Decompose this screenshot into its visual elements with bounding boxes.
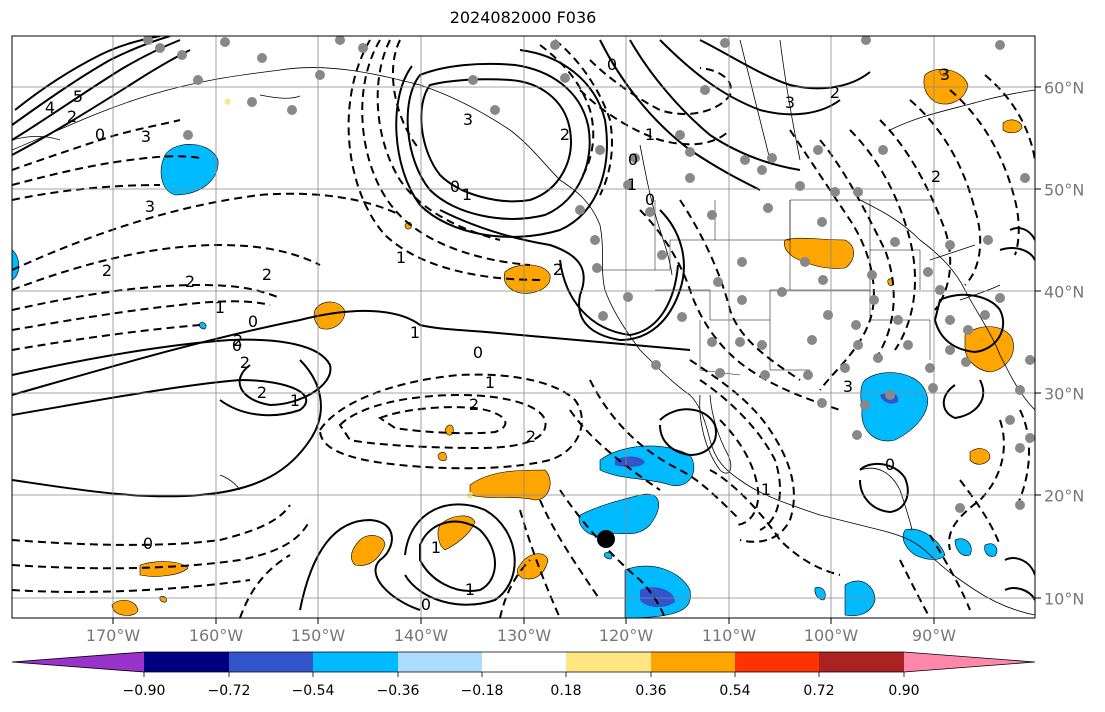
coastlines [12, 39, 1035, 616]
dashed-contours [12, 39, 1035, 618]
contour-label: 2 [102, 261, 112, 280]
colorbar-segment [735, 652, 820, 672]
colorbar-upper-extend [904, 652, 1035, 672]
contour-label: 2 [560, 125, 570, 144]
contour-label: 5 [73, 87, 83, 106]
contour-label: 2 [185, 272, 195, 291]
lat-label: 50°N [1044, 180, 1085, 200]
contour-label: 3 [843, 377, 853, 396]
lon-label: 150°W [290, 626, 346, 645]
negative-anomaly-regions [12, 144, 998, 618]
lat-label: 20°N [1044, 486, 1085, 506]
contour-label: 0 [607, 55, 617, 74]
contour-label: 0 [628, 150, 638, 169]
colorbar-tick-label: −0.36 [376, 683, 420, 699]
colorbar-segment [398, 652, 483, 672]
contour-label: 2 [830, 83, 840, 102]
contour-label: 2 [233, 331, 243, 350]
colorbar-tick-label: 0.36 [635, 683, 667, 699]
colorbar-tick-label: 0.72 [803, 683, 835, 699]
contour-label: 2 [526, 427, 536, 446]
colorbar-segment [651, 652, 736, 672]
colorbar-segment [566, 652, 651, 672]
lon-label: 130°W [496, 626, 552, 645]
lon-label: 170°W [85, 626, 141, 645]
colorbar-segment [819, 652, 904, 672]
colorbar-tick-label: −0.72 [207, 683, 251, 699]
contour-label: 2 [931, 167, 941, 186]
lon-label: 90°W [911, 626, 957, 645]
lon-label: 140°W [393, 626, 449, 645]
contour-label: 0 [95, 125, 105, 144]
lon-label: 110°W [701, 626, 757, 645]
contour-label: 1 [410, 323, 420, 342]
colorbar-tick-label: 0.54 [719, 683, 751, 699]
colorbar-segment [229, 652, 314, 672]
colorbar-segment [144, 652, 229, 672]
contour-label: 1 [645, 125, 655, 144]
contour-label: 3 [940, 65, 950, 84]
contour-label: 1 [431, 538, 441, 557]
contour-label: 1 [627, 175, 637, 194]
contour-label: 2 [553, 260, 563, 279]
axis-ticks [112, 86, 1041, 624]
contour-labels: 5 4 2 0 3 3 2 2 1 0 2 2 1 1 2 2 0 0 1 2 … [45, 55, 950, 614]
contour-label: 2 [262, 265, 272, 284]
colorbar-tick-label: 0.90 [888, 683, 920, 699]
contour-label: 0 [143, 534, 153, 553]
contour-label: 0 [248, 312, 258, 331]
contour-label: 2 [257, 383, 267, 402]
lat-label: 30°N [1044, 384, 1085, 404]
colorbar-lower-extend [12, 652, 144, 672]
positive-anomaly-regions [111, 68, 1023, 616]
contour-label: 0 [885, 455, 895, 474]
contour-label: 1 [485, 373, 495, 392]
location-marker [597, 530, 615, 548]
contour-label: 1 [215, 298, 225, 317]
contour-label: 3 [463, 110, 473, 129]
colorbar-tick-label: 0.18 [550, 683, 582, 699]
contour-label: 1 [462, 185, 472, 204]
graticule [12, 36, 1035, 618]
contour-label: 2 [67, 107, 77, 126]
contour-label: 1 [396, 248, 406, 267]
contour-label: 0 [232, 336, 242, 355]
colorbar-segment [482, 652, 567, 672]
contour-label: 2 [240, 353, 250, 372]
contour-label: 1 [465, 580, 475, 599]
lon-label: 100°W [803, 626, 859, 645]
lon-label: 120°W [598, 626, 654, 645]
contour-label: 3 [141, 127, 151, 146]
colorbar-segment [313, 652, 398, 672]
colorbar-tick-label: −0.54 [291, 683, 335, 699]
map-title: 2024082000 F036 [449, 8, 597, 27]
contour-label: 2 [469, 395, 479, 414]
lat-label: 60°N [1044, 78, 1085, 98]
contour-label: 0 [473, 343, 483, 362]
contour-label: 0 [645, 190, 655, 209]
lat-label: 10°N [1044, 589, 1085, 609]
lon-label: 160°W [188, 626, 244, 645]
contour-label: 4 [45, 98, 55, 117]
state-borders [600, 199, 935, 376]
contour-label: 3 [145, 197, 155, 216]
colorbar-tick-label: −0.90 [122, 683, 166, 699]
station-dots [143, 36, 1035, 513]
colorbar-tick-label: −0.18 [460, 683, 504, 699]
contour-label: 1 [761, 480, 771, 499]
contour-label: 0 [450, 177, 460, 196]
lat-label: 40°N [1044, 282, 1085, 302]
colorbar [11, 651, 1036, 677]
contour-label: 1 [290, 391, 300, 410]
contour-label: 3 [785, 93, 795, 112]
contour-label: 0 [421, 595, 431, 614]
